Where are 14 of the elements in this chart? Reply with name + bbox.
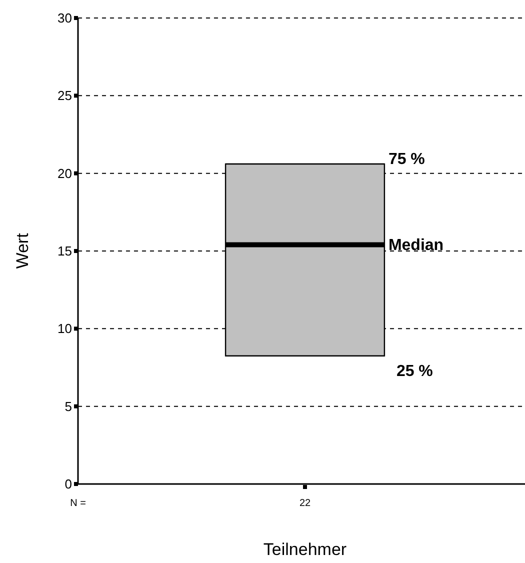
x-tick-label: 22 [299, 498, 311, 509]
y-tick-label: 5 [64, 398, 72, 414]
y-tick-label: 15 [58, 244, 72, 259]
y-tick-label: 0 [64, 476, 72, 492]
y-tick-label: 10 [58, 321, 72, 336]
annotation: Median [388, 236, 444, 254]
y-tick-label: 20 [58, 166, 72, 181]
y-tick-label: 25 [58, 88, 72, 104]
annotation: 75 % [388, 151, 425, 168]
annotation: 25 % [396, 362, 433, 380]
y-axis-title: Wert [13, 232, 32, 269]
x-axis-title: Teilnehmer [263, 540, 347, 559]
y-tick-label: 30 [58, 10, 72, 26]
text: N = [70, 498, 86, 509]
